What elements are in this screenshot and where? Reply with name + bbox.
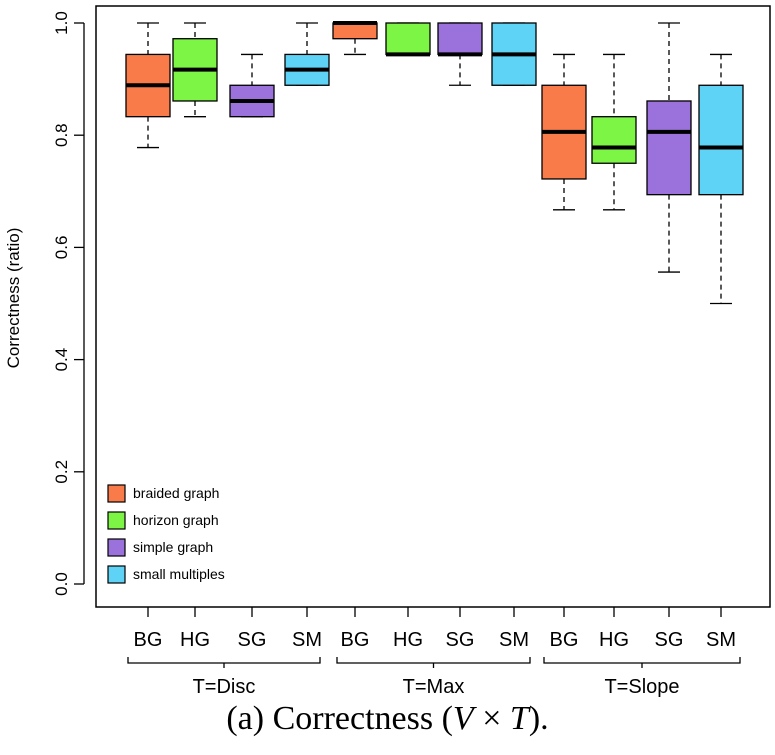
legend: braided graph horizon graph simple graph sm…: [107, 484, 225, 584]
iqr-box: [332, 22, 378, 40]
caption-suffix: ).: [528, 700, 549, 737]
y-tick-label: 0.2: [52, 460, 71, 484]
legend-label: braided graph: [133, 485, 219, 501]
box-tdisc-hg: [172, 22, 218, 118]
y-axis: 0.0 0.2 0.4 0.6 0.8 1.0: [52, 11, 85, 596]
x-tick-label: SG: [238, 629, 267, 651]
box-tslope-sm: [698, 53, 744, 305]
group-bracket: [543, 657, 741, 664]
legend-item: small multiples: [107, 565, 225, 584]
x-tick-label: BG: [341, 629, 370, 651]
group-label: T=Max: [403, 676, 465, 698]
iqr-box: [591, 116, 637, 164]
y-axis-label: Correctness (ratio): [4, 228, 23, 369]
figure-caption: (a) Correctness (V × T).: [0, 700, 775, 738]
caption-t: T: [509, 700, 529, 737]
x-tick-label: SM: [292, 629, 322, 651]
group-label: T=Disc: [193, 676, 256, 698]
x-tick-label: SM: [706, 629, 736, 651]
box-tslope-bg: [541, 53, 587, 211]
caption-v: V: [452, 700, 474, 737]
x-tick-label: SG: [446, 629, 475, 651]
box-tdisc-sm: [284, 22, 330, 86]
x-tick-label: SG: [655, 629, 684, 651]
legend-swatch: [107, 565, 126, 584]
legend-swatch: [107, 484, 126, 503]
caption-prefix: (a) Correctness (: [226, 700, 453, 737]
x-axis: BG HG SG SM BG HG SG SM BG HG SG SM T=Disc T=Max T=Slo…: [127, 607, 741, 698]
iqr-box: [385, 22, 431, 56]
x-tick-label: HG: [599, 629, 629, 651]
legend-label: horizon graph: [133, 512, 219, 528]
y-tick-label: 0.6: [52, 236, 71, 260]
y-tick-label: 0.4: [52, 348, 71, 372]
y-tick-label: 0.0: [52, 572, 71, 596]
iqr-box: [646, 100, 692, 196]
box-tdisc-bg: [125, 22, 171, 149]
group-bracket: [127, 657, 321, 664]
x-tick-label: BG: [134, 629, 163, 651]
iqr-box: [698, 84, 744, 196]
box-tmax-hg: [385, 22, 431, 57]
box-tslope-hg: [591, 53, 637, 211]
legend-label: simple graph: [133, 539, 213, 555]
plot-frame: [95, 5, 771, 608]
x-tick-label: SM: [499, 629, 529, 651]
box-tmax-sm: [491, 22, 537, 86]
legend-item: horizon graph: [107, 511, 219, 530]
caption-times: ×: [473, 700, 510, 737]
x-tick-label: HG: [393, 629, 423, 651]
legend-label: small multiples: [133, 566, 225, 582]
box-tmax-sg: [437, 22, 483, 86]
box-tmax-bg: [332, 21, 378, 56]
iqr-box: [437, 22, 483, 56]
y-tick-label: 1.0: [52, 11, 71, 35]
x-tick-label: HG: [180, 629, 210, 651]
group-bracket: [336, 657, 531, 664]
boxes: [125, 21, 744, 305]
box-tdisc-sg: [229, 53, 275, 118]
box-tslope-sg: [646, 22, 692, 273]
boxplot-chart: 0.0 0.2 0.4 0.6 0.8 1.0 Correctness (ratio) B…: [4, 5, 771, 698]
legend-item: simple graph: [107, 538, 213, 557]
y-tick-label: 0.8: [52, 123, 71, 147]
group-label: T=Slope: [604, 676, 679, 698]
x-tick-label: BG: [550, 629, 579, 651]
legend-item: braided graph: [107, 484, 219, 503]
legend-swatch: [107, 511, 126, 530]
legend-swatch: [107, 538, 126, 557]
